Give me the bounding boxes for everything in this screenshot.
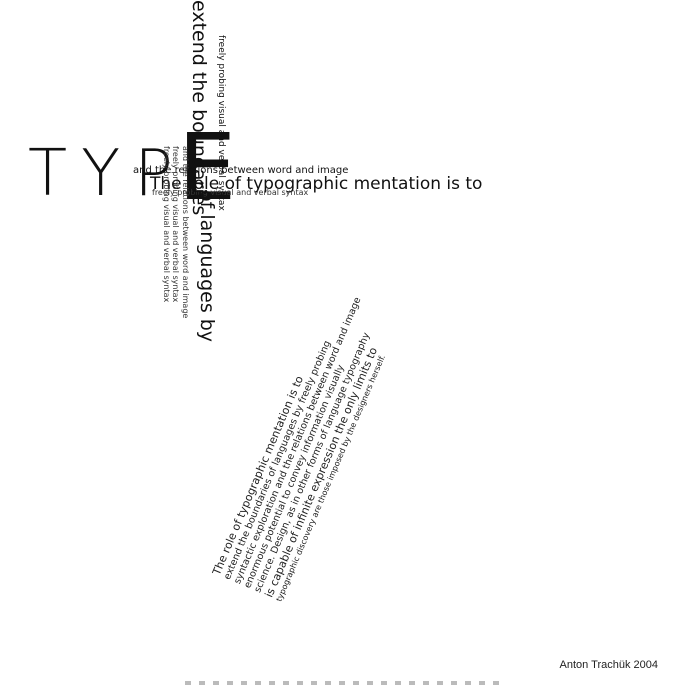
big-letter-e: E (178, 114, 237, 221)
vertical-cluster-text-3: and the relations between word and image (181, 146, 190, 319)
credit-text: Anton Trachük 2004 (559, 659, 658, 671)
vertical-extend-text: extend the boundaries (188, 0, 210, 216)
vertical-languages-text: of languages by (196, 190, 218, 343)
horizontal-small-text-below: freely probing visual and verbal syntax (152, 188, 309, 197)
horizontal-small-text-above: and the relations between word and image (133, 165, 349, 176)
diagonal-paragraph: The role of typographic mentation is to … (210, 286, 404, 603)
type-heading: TYP (28, 137, 187, 211)
vertical-small-text: freely probing visual and verbal syntax (216, 35, 226, 211)
vertical-cluster-text-1: freely probing visual and verbal syntax (162, 146, 171, 303)
bottom-edge-marks (185, 681, 505, 685)
vertical-cluster-text-2: freely probing visual and verbal syntax (171, 146, 180, 303)
horizontal-main-text: The role of typographic mentation is to (150, 174, 483, 194)
